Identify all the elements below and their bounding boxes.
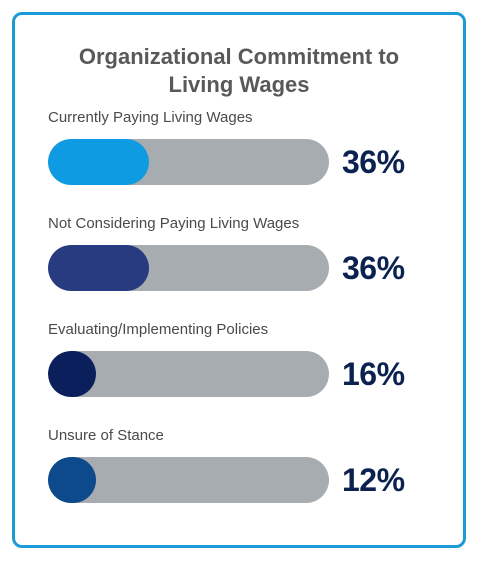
category-label: Not Considering Paying Living Wages (48, 215, 300, 232)
bar (48, 351, 96, 397)
category-label: Unsure of Stance (48, 427, 164, 444)
bar-track (48, 351, 329, 397)
chart-title: Organizational Commitment to Living Wage… (15, 43, 463, 99)
bar (48, 139, 149, 185)
bar-track (48, 139, 329, 185)
bar-track (48, 457, 329, 503)
value-label: 36% (342, 144, 405, 180)
bar-track (48, 245, 329, 291)
category-label: Currently Paying Living Wages (48, 109, 253, 126)
chart-title-line-2: Living Wages (168, 72, 310, 97)
value-label: 36% (342, 250, 405, 286)
bar (48, 245, 149, 291)
bar (48, 457, 96, 503)
value-label: 16% (342, 356, 405, 392)
chart-title-line-1: Organizational Commitment to (78, 44, 400, 69)
value-label: 12% (342, 462, 405, 498)
category-label: Evaluating/Implementing Policies (48, 321, 269, 338)
chart-card: Organizational Commitment to Living Wage… (12, 12, 466, 548)
